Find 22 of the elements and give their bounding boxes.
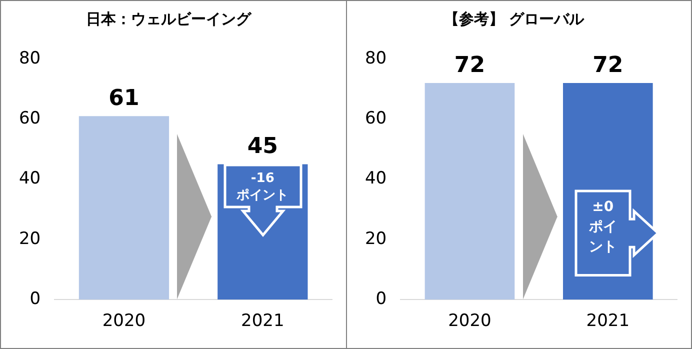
y-tick-label: 0 <box>376 289 387 310</box>
y-tick-label: 60 <box>364 108 387 129</box>
x-tick-label: 2020 <box>102 311 146 332</box>
y-tick-label: 40 <box>18 168 41 189</box>
y-tick-label: 80 <box>364 48 387 68</box>
x-tick-label: 2021 <box>586 311 630 332</box>
x-tick-label: 2021 <box>241 311 284 332</box>
data-label: 45 <box>247 134 278 159</box>
y-tick-label: 80 <box>18 48 41 68</box>
data-label: 61 <box>108 86 140 111</box>
annotation: -16 ポイント <box>236 170 290 204</box>
y-tick-label: 0 <box>30 289 41 310</box>
y-tick-label: 60 <box>18 108 41 129</box>
x-tick-label: 2020 <box>448 311 492 332</box>
y-tick-label: 40 <box>364 168 387 189</box>
y-tick-label: 20 <box>364 228 387 249</box>
annotation: ±0 ポイント <box>588 198 618 258</box>
data-label: 72 <box>454 52 486 78</box>
data-label: 72 <box>592 52 624 78</box>
chart-title: 【参考】 グローバル <box>444 10 586 28</box>
y-tick-label: 20 <box>18 228 41 249</box>
chart-title: 日本：ウェルビーイング <box>86 10 252 28</box>
